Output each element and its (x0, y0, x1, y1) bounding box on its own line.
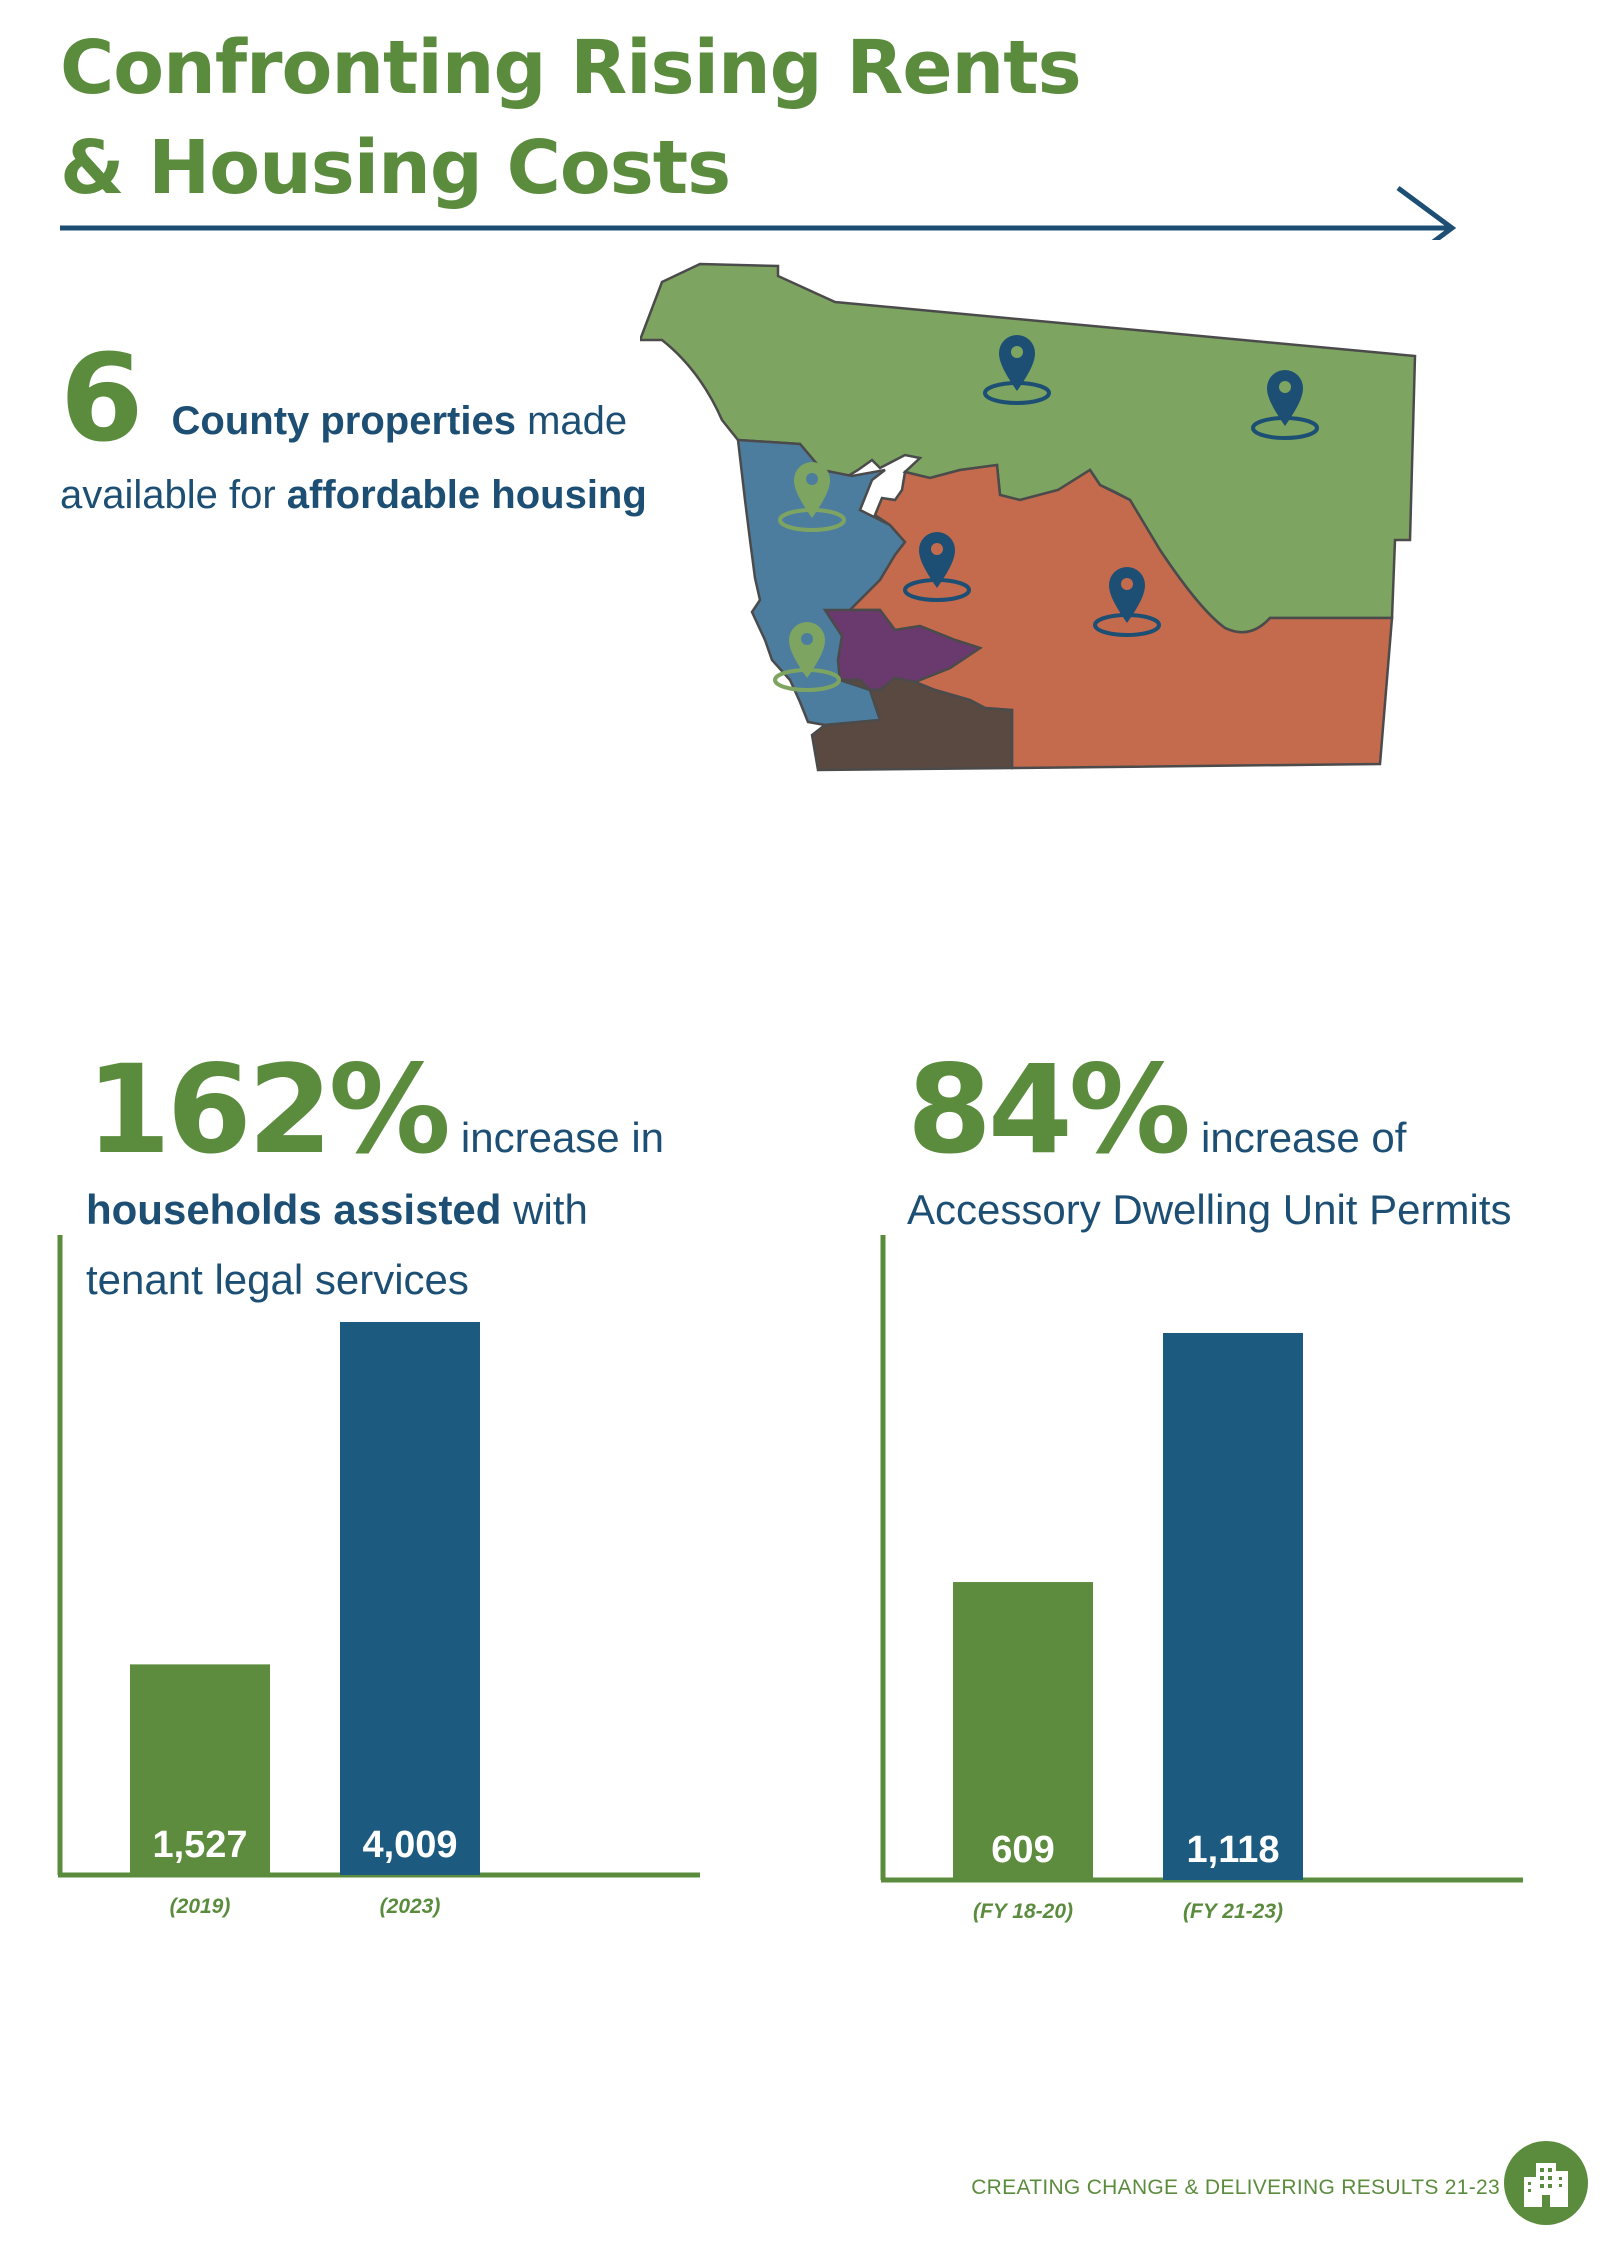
stat-properties-bold2: affordable housing (286, 473, 647, 517)
page-title: Confronting Rising Rents & Housing Costs (60, 18, 1082, 218)
stat-properties-number: 6 (60, 330, 144, 469)
bar-value-label: 4,009 (362, 1824, 457, 1866)
stat-properties: 6 County properties made available for af… (60, 340, 680, 530)
stat-tenant-percent: 162% (86, 1039, 451, 1181)
bar-value-label: 1,527 (152, 1824, 247, 1866)
location-pin-icon (983, 335, 1051, 405)
bar (953, 1582, 1093, 1880)
stat-tenant: 162% increase in households assisted with… (86, 1045, 686, 1315)
footer-text: CREATING CHANGE & DELIVERING RESULTS 21-… (971, 2176, 1500, 2199)
location-pin-icon (773, 622, 841, 692)
title-arrow-icon (60, 185, 1457, 240)
stat-properties-bold1: County properties (171, 399, 516, 443)
location-pin-icon (903, 532, 971, 602)
bar (130, 1664, 270, 1875)
bar-value-label: 1,118 (1187, 1829, 1280, 1871)
chart-tenant-legal-services: 1,527 (2019) 4,009 (2023) (57, 1235, 700, 1918)
city-buildings-icon (1504, 2141, 1588, 2225)
location-pin-icon (1251, 370, 1319, 440)
chart-adu-permits: 609 (FY 18-20) 1,118 (FY 21-23) (880, 1235, 1523, 1923)
county-map (640, 262, 1417, 772)
stat-tenant-text1: increase in (460, 1114, 665, 1161)
stat-tenant-text2: with tenant legal services (86, 1186, 588, 1303)
stat-adu-text2: Accessory Dwelling Unit Permits (907, 1186, 1512, 1233)
category-tick-label: (FY 18-20) (973, 1900, 1073, 1923)
location-pin-icon (778, 462, 846, 532)
bar (1163, 1333, 1303, 1880)
category-tick-label: (2023) (380, 1895, 441, 1918)
category-tick-label: (FY 21-23) (1183, 1900, 1283, 1923)
stat-adu-percent: 84% (907, 1039, 1191, 1181)
page-title-line2: & Housing Costs (60, 125, 731, 211)
stat-tenant-bold: households assisted (86, 1186, 502, 1233)
stat-adu-text1: increase of (1201, 1114, 1407, 1161)
bar-value-label: 609 (991, 1829, 1054, 1871)
page-title-line1: Confronting Rising Rents (60, 25, 1082, 111)
stat-adu: 84% increase of Accessory Dwelling Unit P… (907, 1045, 1547, 1245)
map-region-south (810, 676, 1014, 772)
location-pin-icon (1093, 567, 1161, 637)
category-tick-label: (2019) (170, 1895, 231, 1918)
stat-properties-text: made available for (60, 399, 628, 517)
bar (340, 1322, 480, 1875)
